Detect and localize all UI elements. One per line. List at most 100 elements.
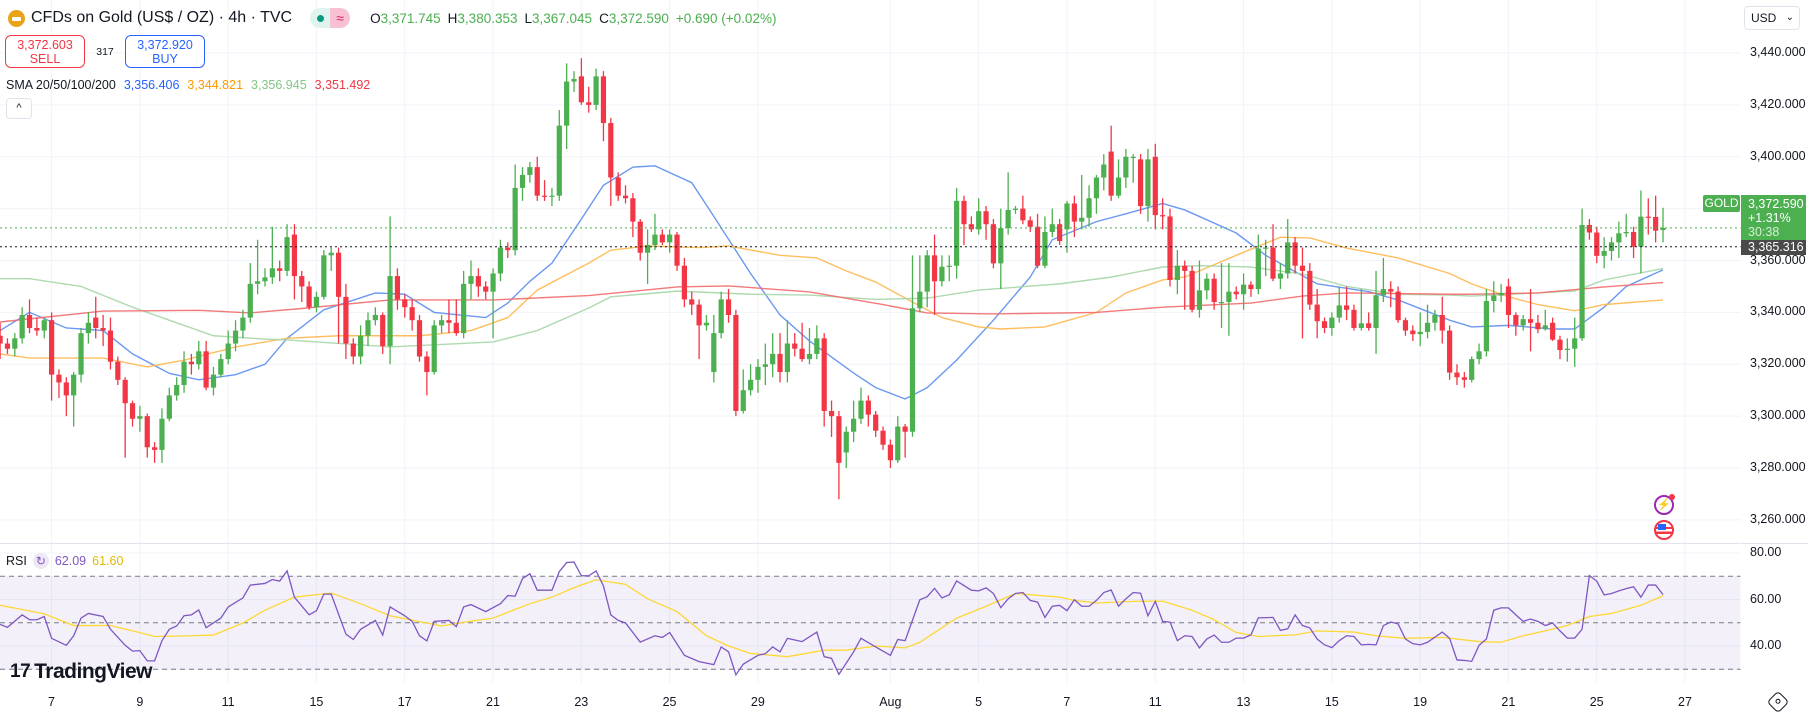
spread: 317	[96, 45, 114, 58]
candle	[166, 395, 172, 419]
candle	[998, 228, 1004, 264]
candle	[703, 322, 710, 326]
rsi-settings-icon[interactable]: ↻	[32, 553, 49, 569]
candle	[1447, 330, 1453, 373]
rsi-lines	[0, 561, 1664, 677]
candle	[1189, 270, 1195, 310]
candle	[453, 322, 459, 334]
candle	[1388, 289, 1394, 292]
change-value: +0.690 (+0.02%)	[675, 10, 777, 26]
symbol-title[interactable]: CFDs on Gold (US$ / OZ) · 4h · TVC	[31, 9, 293, 26]
rsi-tick: 60.00	[1750, 591, 1782, 606]
candle	[380, 314, 386, 347]
us-flag-event-icon[interactable]	[1654, 520, 1674, 540]
candle	[858, 400, 864, 419]
candle	[1079, 217, 1085, 222]
candle	[1057, 224, 1063, 242]
candle	[122, 379, 128, 404]
date-tick: 25	[1589, 695, 1604, 709]
sell-button[interactable]: 3,372.603 SELL	[5, 35, 85, 68]
collapse-icon[interactable]: ^	[6, 98, 32, 119]
lightning-event-icon[interactable]: ⚡	[1654, 494, 1675, 515]
date-tick: 29	[750, 695, 765, 709]
candle	[475, 276, 481, 287]
candle	[1498, 292, 1504, 296]
price-lines	[0, 227, 1741, 248]
candle	[586, 102, 592, 105]
sma-line-sma200	[0, 281, 1664, 323]
candle	[1535, 322, 1541, 330]
candle	[1594, 232, 1600, 256]
currency-select[interactable]: USD ⌄	[1744, 6, 1800, 30]
candle	[578, 76, 584, 103]
candle	[549, 195, 555, 197]
rsi-tick: 40.00	[1750, 638, 1782, 652]
candle	[1160, 215, 1166, 217]
market-status[interactable]: ≈	[310, 8, 351, 28]
candle	[608, 123, 614, 178]
candle	[527, 167, 533, 175]
candle	[1550, 322, 1556, 340]
tradingview-logo[interactable]: 17 TradingView	[10, 660, 152, 683]
candle	[1483, 300, 1490, 352]
candle	[225, 343, 231, 360]
price-tick: 3,280.000	[1750, 460, 1806, 475]
candle	[1204, 278, 1210, 291]
sma-legend[interactable]: SMA 20/50/100/200 3,356.406 3,344.821 3,…	[6, 78, 371, 92]
candles	[0, 58, 1666, 500]
candle	[372, 314, 378, 321]
last-price-label: 3,372.590 +1.31% 30:38	[1741, 195, 1806, 240]
candle	[100, 327, 106, 331]
candle	[917, 291, 923, 309]
candle	[755, 366, 761, 380]
candle	[931, 255, 938, 282]
candle	[674, 234, 680, 266]
sma-line-sma100	[0, 265, 1664, 348]
candle	[1630, 231, 1637, 247]
candle	[1527, 319, 1534, 323]
candle	[1218, 302, 1225, 304]
candle	[990, 224, 997, 264]
candle	[152, 447, 158, 450]
date-tick: 7	[48, 695, 55, 709]
candle	[181, 361, 187, 386]
candle	[1042, 231, 1048, 266]
candle	[637, 221, 643, 253]
date-tick: 13	[1236, 695, 1251, 709]
candle	[865, 400, 871, 415]
market-open-icon	[310, 8, 331, 28]
candle	[431, 325, 437, 373]
candle	[1027, 220, 1033, 227]
candle	[1623, 231, 1629, 234]
candle	[1424, 322, 1431, 332]
candle	[1115, 177, 1122, 196]
candle	[1137, 159, 1144, 207]
candle	[725, 299, 732, 315]
date-tick: 25	[662, 695, 677, 709]
candle	[196, 351, 202, 365]
candle	[1255, 248, 1261, 290]
candle	[78, 333, 84, 375]
candle	[358, 335, 364, 357]
candle	[255, 281, 261, 284]
candle	[909, 308, 916, 432]
candle	[1174, 265, 1180, 280]
candle	[1476, 351, 1482, 360]
buy-button[interactable]: 3,372.920 BUY	[125, 35, 205, 68]
candle	[1601, 250, 1607, 256]
candle	[1196, 290, 1203, 310]
candle	[1417, 331, 1423, 335]
candle	[321, 255, 327, 297]
candle	[939, 266, 945, 282]
rsi-legend[interactable]: RSI ↻ 62.09 61.60	[6, 553, 124, 569]
candle	[1439, 314, 1445, 331]
candle	[1336, 305, 1342, 318]
candle	[1263, 247, 1269, 249]
candle	[1064, 203, 1070, 230]
candle	[1358, 323, 1364, 328]
candle	[1461, 377, 1467, 380]
candle	[564, 81, 570, 126]
candle	[976, 211, 982, 230]
candle	[343, 296, 349, 344]
